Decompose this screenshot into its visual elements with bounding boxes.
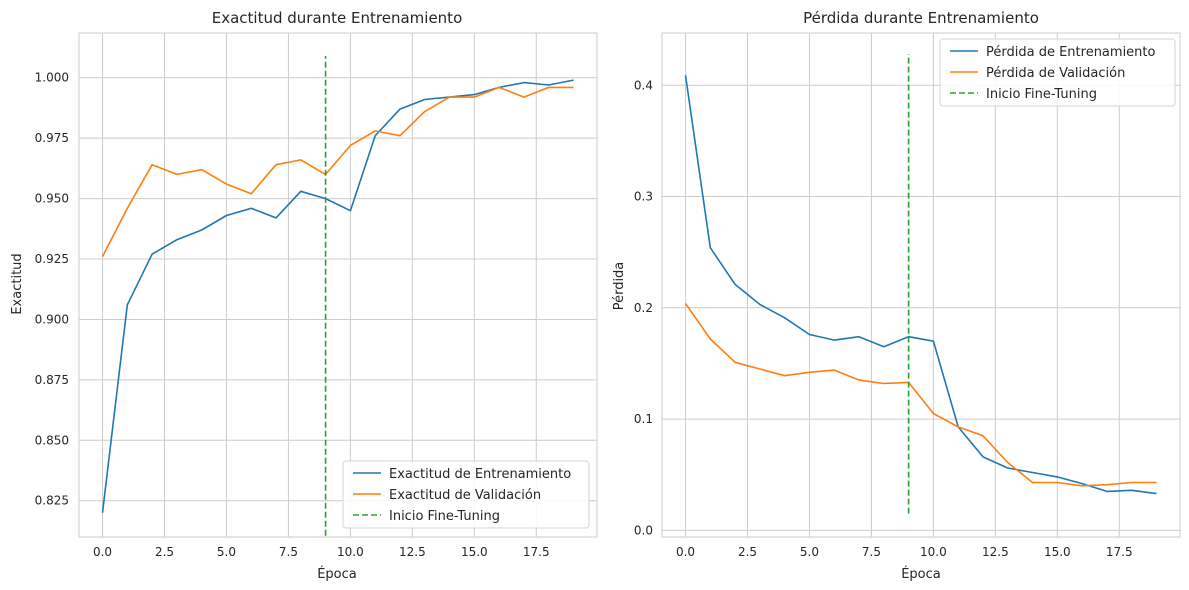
accuracy-ytick-label: 0.975 — [35, 131, 69, 145]
loss-chart-xlabel: Época — [901, 566, 941, 582]
loss-ytick-label: 0.2 — [634, 301, 653, 315]
loss-xtick-label: 17.5 — [1106, 545, 1133, 559]
accuracy-xtick-label: 0.0 — [93, 545, 112, 559]
accuracy-xtick-label: 17.5 — [523, 545, 550, 559]
loss-series-line-0 — [684, 75, 1157, 495]
accuracy-xtick-label: 12.5 — [399, 545, 426, 559]
loss-ytick-label: 0.1 — [634, 412, 653, 426]
accuracy-xtick-label: 7.5 — [279, 545, 298, 559]
loss-xtick-label: 0.0 — [676, 545, 695, 559]
accuracy-xtick-label: 5.0 — [217, 545, 236, 559]
loss-xtick-label: 12.5 — [982, 545, 1009, 559]
loss-xtick-label: 7.5 — [862, 545, 881, 559]
loss-xtick-label: 10.0 — [920, 545, 947, 559]
loss-series-line-1 — [684, 302, 1157, 487]
accuracy-ytick-label: 1.000 — [35, 71, 69, 85]
loss-ytick-label: 0.4 — [634, 78, 653, 92]
accuracy-ytick-label: 0.900 — [35, 312, 69, 326]
accuracy-legend-label: Inicio Fine-Tuning — [389, 509, 500, 524]
loss-chart-ylabel: Pérdida — [612, 262, 627, 311]
accuracy-xtick-label: 2.5 — [155, 545, 174, 559]
loss-ytick-label: 0.0 — [634, 523, 653, 537]
accuracy-plot-frame — [78, 32, 598, 538]
accuracy-series-line-0 — [101, 79, 574, 513]
loss-xtick-label: 15.0 — [1044, 545, 1071, 559]
loss-chart-title: Pérdida durante Entrenamiento — [803, 9, 1039, 27]
loss-legend-box — [939, 38, 1176, 107]
accuracy-ytick-label: 0.875 — [35, 373, 69, 387]
accuracy-ytick-label: 0.950 — [35, 192, 69, 206]
loss-xtick-label: 5.0 — [800, 545, 819, 559]
loss-legend: Pérdida de Entrenamiento Pérdida de Valid… — [939, 38, 1176, 107]
accuracy-grid — [79, 33, 597, 537]
loss-legend-label: Inicio Fine-Tuning — [986, 87, 1097, 102]
accuracy-chart: Exactitud durante Entrenamiento Época Ex… — [10, 9, 598, 582]
accuracy-ytick-label: 0.825 — [35, 494, 69, 508]
accuracy-xtick-label: 10.0 — [337, 545, 364, 559]
accuracy-ytick-label: 0.925 — [35, 252, 69, 266]
loss-grid — [662, 33, 1180, 537]
accuracy-series-line-1 — [101, 86, 574, 257]
loss-xtick-label: 2.5 — [738, 545, 757, 559]
loss-ytick-label: 0.3 — [634, 190, 653, 204]
loss-chart: Pérdida durante Entrenamiento Época Pérd… — [612, 9, 1181, 582]
accuracy-chart-xlabel: Época — [317, 566, 357, 582]
accuracy-chart-title: Exactitud durante Entrenamiento — [212, 9, 463, 27]
loss-legend-label: Pérdida de Entrenamiento — [986, 45, 1156, 60]
loss-legend-label: Pérdida de Validación — [986, 66, 1125, 81]
accuracy-legend-label: Exactitud de Validación — [389, 488, 541, 503]
accuracy-legend-box — [342, 460, 590, 529]
accuracy-legend-label: Exactitud de Entrenamiento — [389, 467, 571, 482]
accuracy-ytick-label: 0.850 — [35, 433, 69, 447]
accuracy-legend: Exactitud de Entrenamiento Exactitud de V… — [342, 460, 590, 529]
loss-plot-frame — [661, 32, 1181, 538]
accuracy-chart-ylabel: Exactitud — [10, 253, 25, 314]
accuracy-xtick-label: 15.0 — [461, 545, 488, 559]
